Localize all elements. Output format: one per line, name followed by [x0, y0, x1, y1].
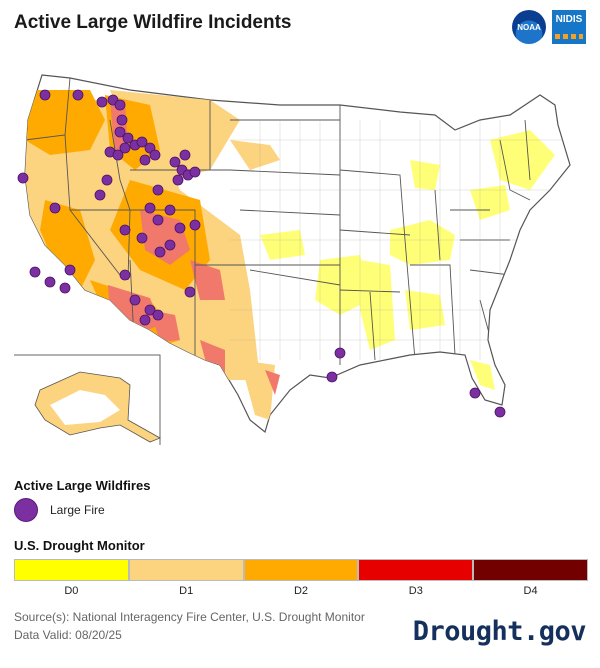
fire-marker[interactable] [136, 136, 148, 148]
fire-marker[interactable] [122, 132, 134, 144]
drought-label-d1: D1 [179, 585, 194, 597]
drought-category-d3: D3 [358, 559, 474, 597]
fire-marker[interactable] [136, 232, 148, 244]
fire-marker[interactable] [72, 89, 84, 101]
fire-marker[interactable] [144, 304, 156, 316]
drought-label-d3: D3 [408, 585, 423, 597]
fire-marker[interactable] [174, 222, 186, 234]
fire-marker[interactable] [59, 282, 71, 294]
fire-marker[interactable] [154, 246, 166, 258]
fire-marker[interactable] [119, 269, 131, 281]
alaska-inset [14, 354, 161, 445]
fire-marker[interactable] [189, 219, 201, 231]
fire-marker[interactable] [326, 371, 338, 383]
fire-marker[interactable] [96, 96, 108, 108]
drought-legend-heading: U.S. Drought Monitor [14, 538, 145, 553]
fire-marker[interactable] [64, 264, 76, 276]
fire-marker[interactable] [494, 406, 506, 418]
fire-marker[interactable] [139, 154, 151, 166]
fire-marker[interactable] [169, 156, 181, 168]
drought-category-d2: D2 [243, 559, 359, 597]
nidis-logo: NIDIS [552, 10, 586, 44]
fire-marker[interactable] [39, 89, 51, 101]
fire-marker[interactable] [334, 347, 346, 359]
fire-marker[interactable] [116, 114, 128, 126]
drought-fire-map [14, 74, 571, 445]
map-title: Active Large Wildfire Incidents [14, 12, 292, 33]
fire-marker[interactable] [114, 126, 126, 138]
fire-marker[interactable] [119, 142, 131, 154]
fire-marker[interactable] [44, 276, 56, 288]
drought-legend: D0 D1 D2 D3 D4 [14, 559, 588, 597]
fire-marker[interactable] [469, 387, 481, 399]
county-borders [230, 120, 570, 360]
fire-marker[interactable] [189, 166, 201, 178]
fire-marker[interactable] [179, 149, 191, 161]
fire-markers [17, 89, 506, 418]
fire-marker[interactable] [164, 204, 176, 216]
source-line: Source(s): National Interagency Fire Cen… [14, 610, 365, 624]
fire-marker[interactable] [129, 294, 141, 306]
fire-marker[interactable] [184, 286, 196, 298]
drought-gov-link[interactable]: Drought.gov [412, 616, 587, 647]
fire-marker[interactable] [172, 174, 184, 186]
large-fire-label: Large Fire [50, 503, 105, 517]
fire-marker[interactable] [152, 214, 164, 226]
drought-category-d1: D1 [128, 559, 244, 597]
drought-swatch-d0 [14, 559, 129, 581]
drought-label-d0: D0 [64, 585, 79, 597]
fire-marker[interactable] [17, 172, 29, 184]
fire-marker[interactable] [29, 266, 41, 278]
fire-marker[interactable] [152, 184, 164, 196]
fire-marker[interactable] [101, 174, 113, 186]
fire-marker[interactable] [94, 189, 106, 201]
fire-marker[interactable] [164, 239, 176, 251]
drought-label-d2: D2 [293, 585, 309, 597]
fires-legend: Large Fire [14, 498, 105, 522]
data-valid-line: Data Valid: 08/20/25 [14, 628, 122, 642]
source-notes: Source(s): National Interagency Fire Cen… [14, 608, 365, 644]
fire-marker[interactable] [112, 149, 124, 161]
drought-category-d4: D4 [473, 559, 588, 597]
fire-marker[interactable] [149, 149, 161, 161]
fire-marker[interactable] [144, 202, 156, 214]
drought-swatch-d4 [473, 559, 588, 581]
partner-logos: NOAA NIDIS [512, 10, 586, 44]
drought-category-d0: D0 [14, 559, 129, 597]
drought-label-d4: D4 [523, 585, 538, 597]
fire-marker[interactable] [119, 224, 131, 236]
fire-marker[interactable] [114, 99, 126, 111]
drought-swatch-d3 [358, 559, 474, 581]
fire-marker[interactable] [49, 202, 61, 214]
fire-marker[interactable] [152, 309, 164, 321]
fire-marker[interactable] [139, 314, 151, 326]
noaa-logo: NOAA [512, 10, 546, 44]
drought-swatch-d2 [243, 559, 359, 581]
drought-swatch-d1 [128, 559, 244, 581]
fires-legend-heading: Active Large Wildfires [14, 478, 151, 493]
large-fire-icon [14, 498, 38, 522]
